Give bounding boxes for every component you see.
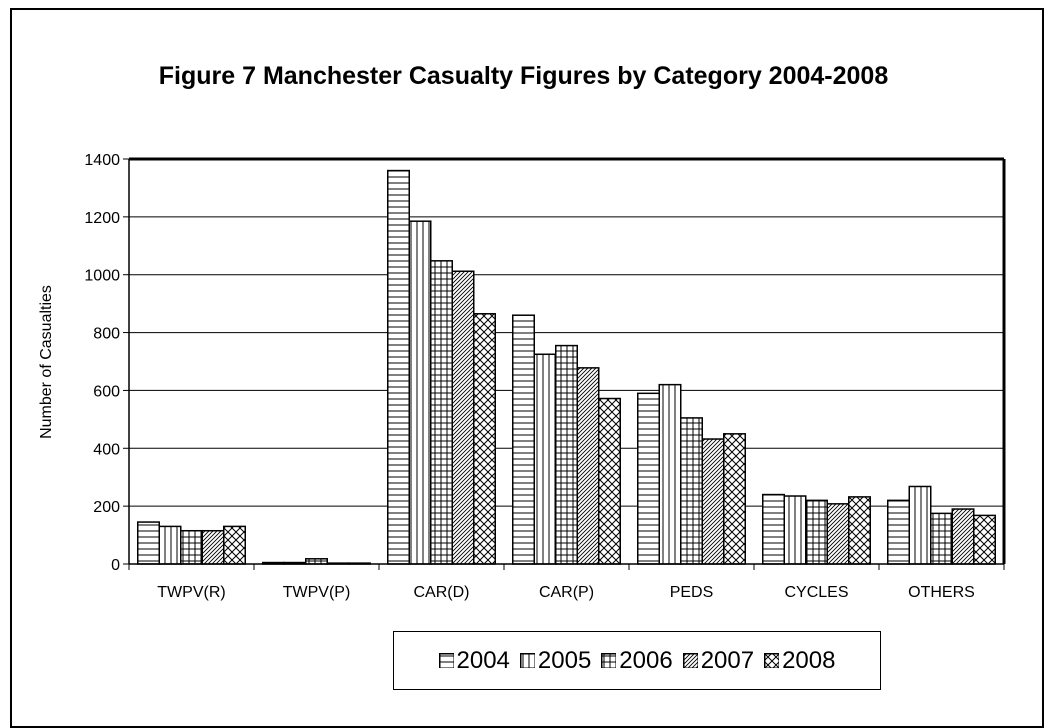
bar-2007-CAR(D) bbox=[451, 270, 475, 565]
y-tick-label: 0 bbox=[111, 557, 120, 574]
bar-2005-PEDS bbox=[658, 383, 682, 565]
x-tick-label: CYCLES bbox=[784, 584, 848, 601]
x-tick-label: PEDS bbox=[670, 584, 714, 601]
bar-2005-OTHERS bbox=[908, 485, 932, 565]
bar-2007-PEDS bbox=[701, 438, 725, 565]
x-tick-label: CAR(D) bbox=[414, 584, 470, 601]
chart-legend: 2004 2005 2006 2007 2008 bbox=[393, 631, 881, 690]
legend-swatch bbox=[764, 653, 780, 668]
y-tick-label: 400 bbox=[93, 441, 120, 458]
legend-swatch bbox=[682, 653, 698, 668]
y-tick-label: 1200 bbox=[84, 210, 120, 227]
legend-label: 2006 bbox=[619, 646, 673, 674]
bar-2008-PEDS bbox=[723, 433, 746, 565]
bar-2007-CYCLES bbox=[826, 503, 850, 565]
y-tick-label: 1400 bbox=[84, 152, 120, 169]
x-tick-label: TWPV(R) bbox=[157, 584, 225, 601]
bar-2007-OTHERS bbox=[951, 508, 975, 565]
bar-2006-CYCLES bbox=[805, 499, 828, 565]
y-tick-label: 800 bbox=[93, 326, 120, 343]
x-tick-label: TWPV(P) bbox=[283, 584, 351, 601]
y-axis-label: Number of Casualties bbox=[38, 285, 55, 439]
bar-2006-CAR(P) bbox=[555, 344, 578, 565]
y-tick-label: 600 bbox=[93, 383, 120, 400]
bar-2007-TWPV(R) bbox=[201, 529, 225, 565]
bar-2007-CAR(P) bbox=[576, 367, 600, 565]
legend-label: 2008 bbox=[782, 646, 836, 674]
legend-label: 2007 bbox=[700, 646, 755, 674]
legend-item-2007: 2007 bbox=[682, 646, 755, 675]
bar-2008-TWPV(R) bbox=[223, 525, 246, 565]
bar-2006-CAR(D) bbox=[430, 260, 453, 565]
bar-2004-OTHERS bbox=[887, 499, 910, 565]
bar-2004-PEDS bbox=[637, 392, 660, 565]
legend-swatch bbox=[519, 653, 535, 668]
legend-item-2004: 2004 bbox=[438, 646, 510, 675]
bar-2004-CYCLES bbox=[762, 493, 785, 565]
legend-swatch bbox=[601, 653, 617, 668]
x-tick-label: CAR(P) bbox=[539, 584, 594, 601]
bar-2006-TWPV(R) bbox=[180, 529, 203, 565]
bar-2006-TWPV(P) bbox=[305, 558, 328, 565]
bar-2006-PEDS bbox=[680, 417, 703, 565]
bar-2006-OTHERS bbox=[930, 512, 953, 565]
bar-2008-CYCLES bbox=[848, 496, 871, 565]
bar-2008-CAR(P) bbox=[598, 397, 621, 565]
bar-2004-CAR(P) bbox=[512, 314, 535, 565]
bar-2005-CAR(P) bbox=[533, 353, 557, 565]
bar-2008-OTHERS bbox=[973, 514, 996, 565]
x-tick-label: OTHERS bbox=[908, 584, 975, 601]
chart-title: Figure 7 Manchester Casualty Figures by … bbox=[158, 62, 889, 90]
bar-2005-CAR(D) bbox=[408, 220, 432, 565]
bar-2004-TWPV(R) bbox=[137, 521, 160, 565]
legend-label: 2005 bbox=[537, 646, 592, 674]
bar-2005-TWPV(R) bbox=[158, 525, 182, 565]
y-tick-label: 200 bbox=[93, 499, 120, 516]
legend-item-2005: 2005 bbox=[519, 646, 592, 675]
legend-item-2006: 2006 bbox=[601, 646, 673, 675]
legend-label: 2004 bbox=[456, 646, 510, 674]
legend-item-2008: 2008 bbox=[764, 647, 835, 675]
y-tick-label: 1000 bbox=[84, 268, 120, 285]
bar-2004-CAR(D) bbox=[387, 169, 410, 565]
bar-chart: 0 200 400 600 800 1000 1200 1400 TWPV(R) TWPV(P) C… bbox=[38, 152, 1006, 601]
bar-2005-CYCLES bbox=[783, 495, 807, 565]
bar-2008-CAR(D) bbox=[473, 313, 496, 565]
legend-swatch bbox=[438, 653, 454, 668]
